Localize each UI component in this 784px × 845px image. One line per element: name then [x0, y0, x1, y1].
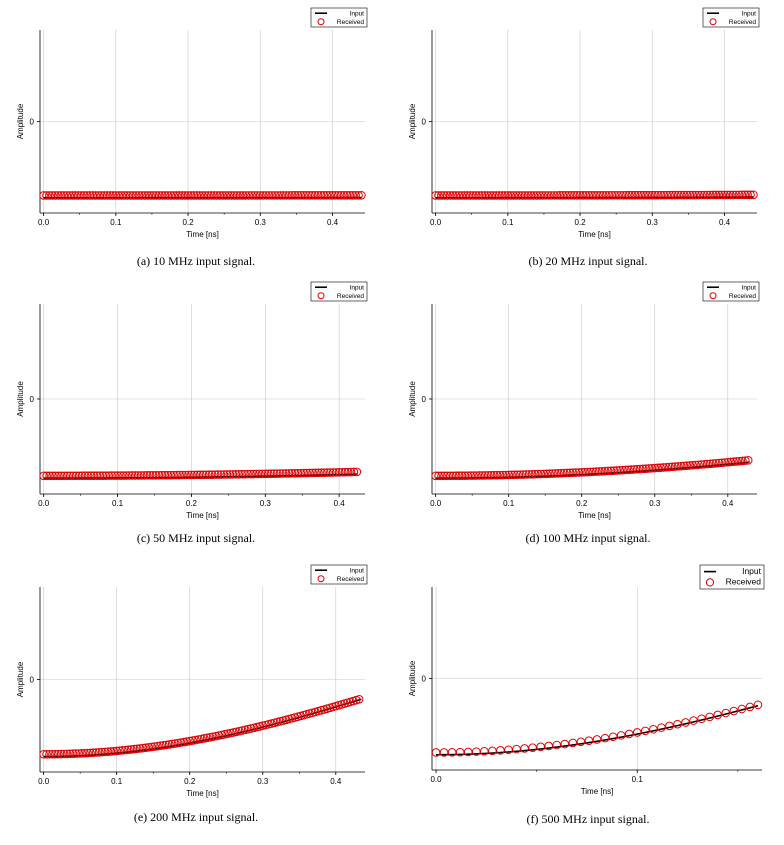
x-tick-label: 0.0 — [38, 218, 50, 227]
y-tick-label: 0 — [30, 676, 35, 685]
legend-label-received: Received — [337, 19, 364, 26]
legend-label-received: Received — [729, 293, 756, 300]
x-tick-label: 0.4 — [327, 218, 339, 227]
legend-label-received: Received — [337, 293, 364, 300]
chart-svg-d: 0.0 0.1 0.2 0.3 0.4 0 Time [ns] Amplitude InputR… — [392, 282, 784, 522]
caption-c: (c) 50 MHz input signal. — [0, 531, 392, 546]
legend-label-received: Received — [729, 19, 756, 26]
y-axis-label: Amplitude — [16, 381, 25, 417]
legend-label-input: Input — [742, 11, 757, 18]
received-point — [617, 732, 625, 740]
legend-label-input: Input — [742, 285, 757, 292]
caption-a: (a) 10 MHz input signal. — [0, 254, 392, 269]
x-axis-label: Time [ns] — [578, 511, 611, 520]
x-tick-label: 0.1 — [503, 499, 515, 508]
received-point — [641, 727, 649, 735]
x-axis-label: Time [ns] — [186, 511, 219, 520]
x-tick-label: 0.1 — [502, 218, 514, 227]
x-tick-label: 0.4 — [330, 777, 342, 786]
legend-label-received: Received — [726, 577, 762, 587]
x-tick-label: 0.3 — [647, 218, 659, 227]
received-point — [658, 724, 666, 732]
x-tick-label: 0.0 — [38, 499, 50, 508]
y-tick-label: 0 — [422, 675, 427, 684]
x-axis-label: Time [ns] — [581, 787, 614, 796]
caption-f: (f) 500 MHz input signal. — [392, 812, 784, 827]
y-tick-label: 0 — [422, 395, 427, 404]
x-tick-label: 0.4 — [722, 499, 734, 508]
legend-label-input: Input — [350, 568, 365, 575]
x-axis-label: Time [ns] — [186, 789, 219, 798]
x-tick-label: 0.0 — [430, 775, 442, 784]
x-tick-label: 0.2 — [184, 777, 196, 786]
caption-b: (b) 20 MHz input signal. — [392, 254, 784, 269]
y-tick-label: 0 — [30, 395, 35, 404]
x-tick-label: 0.4 — [334, 499, 346, 508]
x-tick-label: 0.3 — [260, 499, 272, 508]
x-tick-label: 0.0 — [430, 499, 442, 508]
y-tick-label: 0 — [30, 118, 35, 127]
y-axis-label: Amplitude — [16, 103, 25, 139]
y-axis-label: Amplitude — [408, 660, 417, 696]
received-point — [609, 733, 617, 741]
x-axis-label: Time [ns] — [186, 230, 219, 239]
x-tick-label: 0.0 — [38, 777, 50, 786]
x-tick-label: 0.2 — [182, 218, 194, 227]
caption-e: (e) 200 MHz input signal. — [0, 810, 392, 825]
x-tick-label: 0.1 — [632, 775, 644, 784]
x-tick-label: 0.2 — [186, 499, 198, 508]
x-tick-label: 0.2 — [576, 499, 588, 508]
x-tick-label: 0.4 — [719, 218, 731, 227]
x-tick-label: 0.0 — [430, 218, 442, 227]
received-point — [666, 722, 674, 730]
x-axis-label: Time [ns] — [578, 230, 611, 239]
received-point — [754, 701, 762, 709]
x-tick-label: 0.3 — [649, 499, 661, 508]
x-tick-label: 0.1 — [111, 777, 123, 786]
x-tick-label: 0.1 — [110, 218, 122, 227]
y-axis-label: Amplitude — [408, 381, 417, 417]
legend-label-input: Input — [350, 11, 365, 18]
x-tick-label: 0.3 — [255, 218, 267, 227]
caption-d: (d) 100 MHz input signal. — [392, 531, 784, 546]
legend-label-received: Received — [337, 576, 364, 583]
received-point — [625, 730, 633, 738]
x-tick-label: 0.1 — [112, 499, 124, 508]
chart-svg-b: 0.0 0.1 0.2 0.3 0.4 0 Time [ns] Amplitude InputR… — [392, 0, 784, 240]
received-point — [601, 734, 609, 742]
legend-label-input: Input — [350, 285, 365, 292]
chart-svg-a: 0.0 0.1 0.2 0.3 0.4 0 Time [ns] Amplitude InputR… — [0, 0, 392, 240]
x-tick-label: 0.2 — [574, 218, 586, 227]
y-axis-label: Amplitude — [408, 103, 417, 139]
received-point — [650, 725, 658, 733]
chart-svg-e: 0.0 0.1 0.2 0.3 0.4 0 Time [ns] Amplitude InputR… — [0, 565, 392, 805]
y-axis-label: Amplitude — [16, 661, 25, 697]
x-tick-label: 0.3 — [257, 777, 269, 786]
legend-label-input: Input — [742, 566, 762, 576]
chart-svg-c: 0.0 0.1 0.2 0.3 0.4 0 Time [ns] Amplitude InputR… — [0, 282, 392, 522]
series-line-input — [44, 699, 362, 756]
y-tick-label: 0 — [422, 118, 427, 127]
